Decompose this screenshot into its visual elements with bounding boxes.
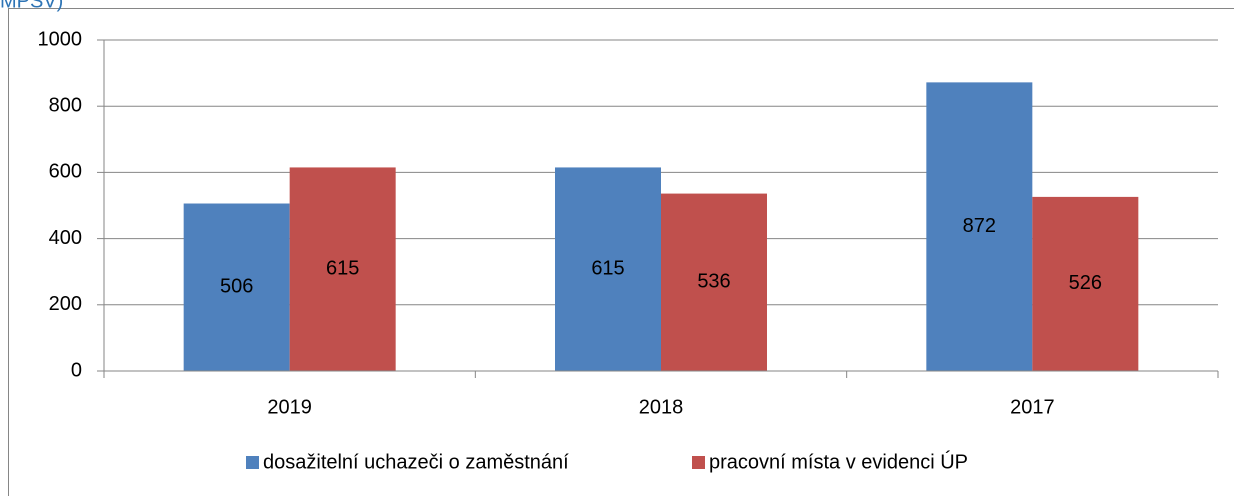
legend-swatch <box>246 456 259 469</box>
bar <box>289 167 396 371</box>
bar <box>926 82 1033 372</box>
data-label: 615 <box>591 257 624 279</box>
caption: MPSV) <box>0 0 63 12</box>
y-tick-label: 1000 <box>38 28 83 50</box>
y-tick-label: 600 <box>49 161 82 183</box>
x-tick-label: 2019 <box>267 396 312 418</box>
data-label: 536 <box>697 271 730 293</box>
y-tick-label: 400 <box>49 227 82 249</box>
data-label: 506 <box>220 276 253 298</box>
y-tick-label: 800 <box>49 94 82 116</box>
bar <box>1032 196 1139 371</box>
bar <box>183 203 290 371</box>
y-tick-label: 0 <box>71 359 82 381</box>
legend-swatch <box>692 456 705 469</box>
bar <box>555 167 661 371</box>
data-label: 872 <box>963 215 996 237</box>
legend-label: pracovní místa v evidenci ÚP <box>709 450 968 473</box>
data-label: 526 <box>1069 272 1102 294</box>
data-label: 615 <box>326 257 359 279</box>
x-tick-label: 2018 <box>639 396 684 418</box>
y-tick-label: 200 <box>49 293 82 315</box>
bar <box>661 193 767 371</box>
legend-label: dosažitelní uchazeči o zaměstnání <box>263 451 569 473</box>
x-tick-label: 2017 <box>1010 396 1055 418</box>
